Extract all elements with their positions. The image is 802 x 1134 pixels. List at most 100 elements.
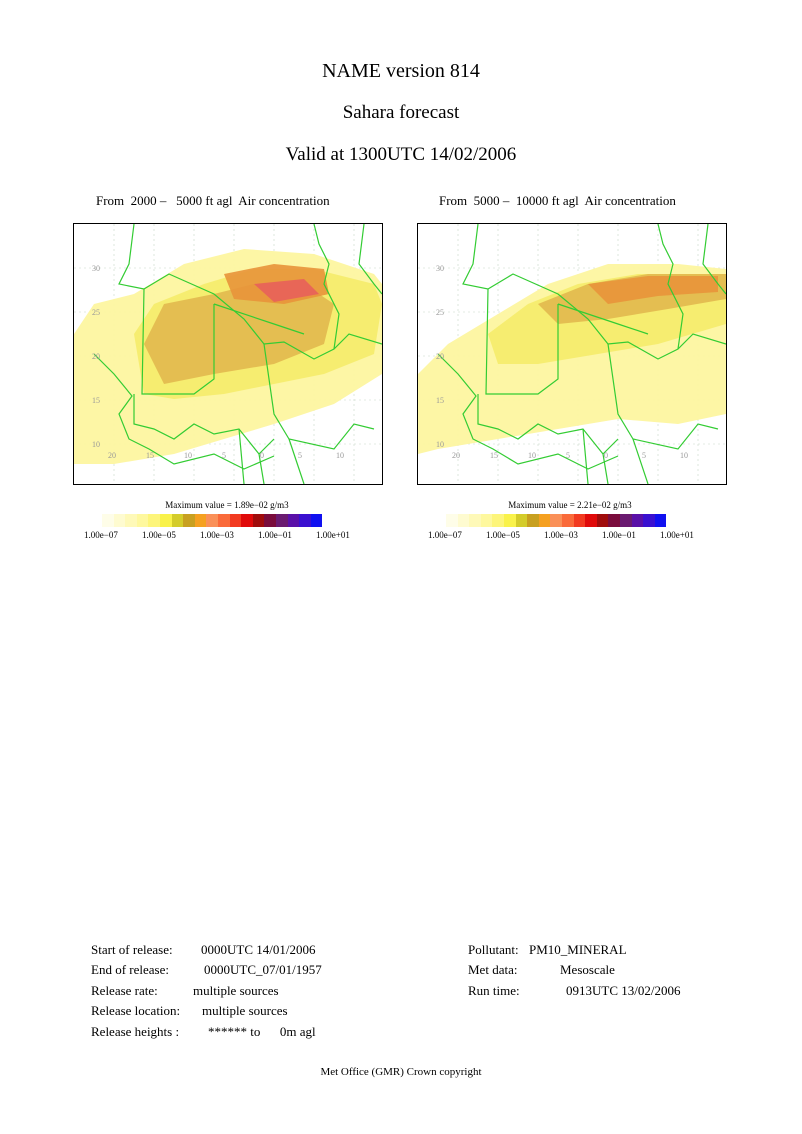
panel-1-label: From 2000 – 5000 ft agl Air concentratio… <box>96 193 330 208</box>
longitude-label: 10 <box>528 451 536 460</box>
colorbar-swatch <box>125 514 137 527</box>
panel-2-max-value: Maximum value = 2.21e−02 g/m3 <box>508 500 632 510</box>
colorbar-swatch <box>503 514 516 527</box>
colorbar-swatch <box>264 514 276 527</box>
colorbar-swatch <box>492 514 504 527</box>
panel-1-map: 30 25 20 15 10 20 15 10 5 0 5 10 <box>73 223 383 485</box>
latitude-label: 25 <box>92 308 100 317</box>
colorbar-swatch <box>550 514 562 527</box>
colorbar-tick-label: 1.00e−03 <box>544 530 578 540</box>
colorbar-swatch <box>538 514 551 527</box>
colorbar-swatch <box>113 514 126 527</box>
longitude-label: 20 <box>452 451 460 460</box>
release-rate-value: multiple sources <box>193 983 279 998</box>
met-data-value: Mesoscale <box>560 962 615 977</box>
colorbar-swatch <box>136 514 149 527</box>
release-location-label: Release location: <box>91 1003 181 1018</box>
colorbar-tick-label: 1.00e+01 <box>660 530 694 540</box>
colorbar-swatch <box>608 514 620 527</box>
pollutant-value: PM10_MINERAL <box>529 942 627 957</box>
country-border <box>133 394 275 455</box>
release-location-value: multiple sources <box>202 1003 288 1018</box>
colorbar-swatch <box>159 514 172 527</box>
plume-area <box>588 276 718 304</box>
met-data-label: Met data: <box>468 962 518 977</box>
forecast-name: Sahara forecast <box>342 102 460 123</box>
colorbar-swatch <box>148 514 160 527</box>
colorbar-swatch <box>310 514 323 527</box>
longitude-label: 0 <box>604 451 608 460</box>
release-heights-value: ****** to 0m agl <box>208 1024 316 1039</box>
country-border <box>238 428 245 484</box>
latitude-label: 20 <box>92 352 100 361</box>
run-time-label: Run time: <box>468 983 520 998</box>
plot-title: NAME version 814 <box>322 60 480 82</box>
country-border <box>313 224 340 350</box>
colorbar-swatch <box>480 514 493 527</box>
colorbar-swatch <box>171 514 184 527</box>
country-border <box>657 224 684 350</box>
colorbar-swatch <box>596 514 609 527</box>
colorbar-swatch <box>643 514 655 527</box>
colorbar-swatch <box>527 514 539 527</box>
country-border <box>557 303 649 335</box>
colorbar-swatch <box>573 514 586 527</box>
panel-2-label: From 5000 – 10000 ft agl Air concentrati… <box>439 193 676 208</box>
latitude-label: 20 <box>436 352 444 361</box>
latitude-label: 30 <box>92 264 100 273</box>
country-border <box>602 453 609 484</box>
end-release-value: 0000UTC_07/01/1957 <box>204 962 322 977</box>
plume-area <box>254 279 319 302</box>
start-release-label: Start of release: <box>91 942 173 957</box>
latitude-label: 15 <box>436 396 444 405</box>
country-border <box>213 303 305 335</box>
country-border <box>93 353 275 470</box>
country-border <box>477 394 619 455</box>
colorbar-swatch <box>619 514 632 527</box>
panel-2-map-svg: 30 25 20 15 10 20 15 10 5 0 5 10 <box>418 224 726 484</box>
plume-area <box>144 284 334 384</box>
latitude-label: 15 <box>92 396 100 405</box>
colorbar-swatch <box>469 514 481 527</box>
latitude-label: 10 <box>436 440 444 449</box>
copyright-footer: Met Office (GMR) Crown copyright <box>320 1066 482 1078</box>
country-border <box>485 288 559 395</box>
colorbar-swatch <box>561 514 574 527</box>
country-border <box>141 288 215 395</box>
longitude-label: 5 <box>642 451 646 460</box>
colorbar-tick-label: 1.00e−07 <box>84 530 118 540</box>
colorbar-swatch <box>654 514 667 527</box>
end-release-label: End of release: <box>91 962 169 977</box>
panel-1-map-svg: 30 25 20 15 10 20 15 10 5 0 5 10 <box>74 224 382 484</box>
longitude-label: 10 <box>336 451 344 460</box>
colorbar-tick-label: 1.00e−07 <box>428 530 462 540</box>
longitude-label: 10 <box>680 451 688 460</box>
country-border <box>263 343 375 450</box>
colorbar-swatch <box>206 514 218 527</box>
valid-time: Valid at 1300UTC 14/02/2006 <box>285 144 517 165</box>
colorbar-swatch <box>457 514 470 527</box>
colorbar-swatch <box>252 514 265 527</box>
country-border <box>702 224 726 295</box>
colorbar-tick-label: 1.00e+01 <box>316 530 350 540</box>
colorbar-tick-label: 1.00e−05 <box>142 530 176 540</box>
longitude-label: 20 <box>108 451 116 460</box>
colorbar-swatch <box>446 514 458 527</box>
start-release-value: 0000UTC 14/01/2006 <box>201 942 316 957</box>
colorbar-tick-label: 1.00e−01 <box>602 530 636 540</box>
country-border <box>437 353 619 470</box>
longitude-label: 5 <box>298 451 302 460</box>
latitude-label: 25 <box>436 308 444 317</box>
colorbar-swatch <box>287 514 300 527</box>
colorbar-swatch <box>631 514 644 527</box>
colorbar-swatch <box>241 514 253 527</box>
country-border <box>632 438 649 484</box>
panel-1-max-value: Maximum value = 1.89e−02 g/m3 <box>165 500 289 510</box>
country-border <box>607 343 719 450</box>
pollutant-label: Pollutant: <box>468 942 519 957</box>
panel-2-map: 30 25 20 15 10 20 15 10 5 0 5 10 <box>417 223 727 485</box>
colorbar-swatch <box>515 514 528 527</box>
panel-1-colorbar <box>102 514 323 527</box>
colorbar-tick-label: 1.00e−01 <box>258 530 292 540</box>
colorbar-swatch <box>275 514 288 527</box>
